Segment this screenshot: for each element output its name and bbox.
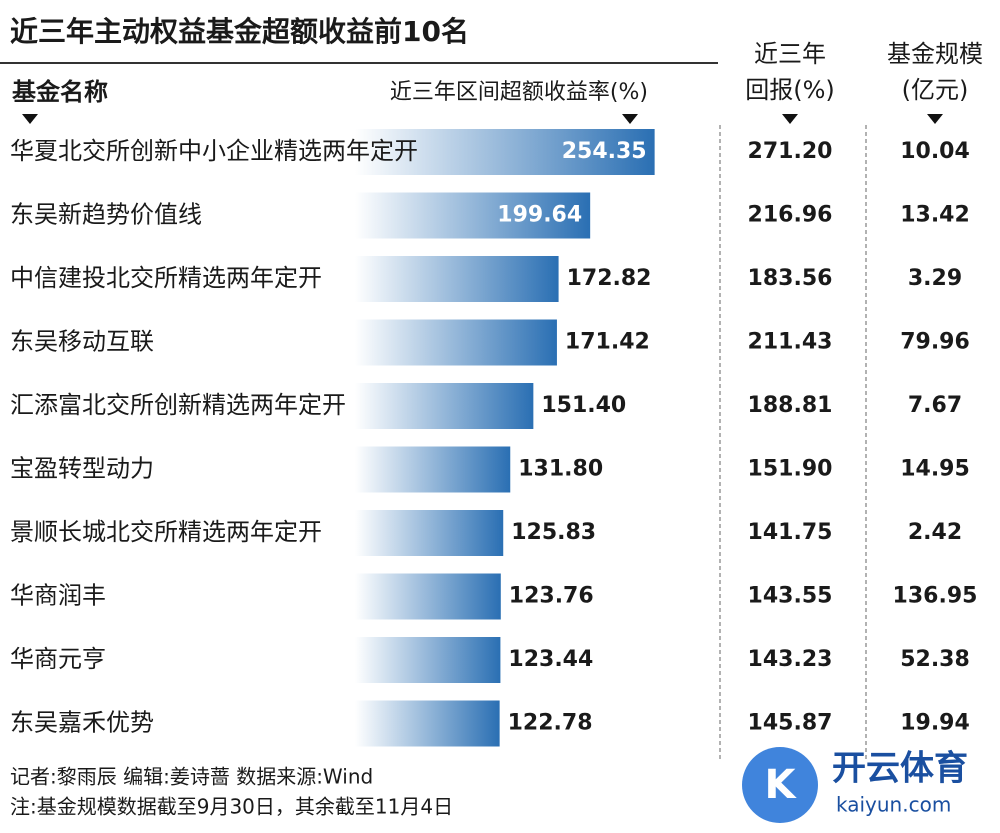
value-label: 131.80 bbox=[518, 457, 603, 482]
category-label: 东吴新趋势价值线 bbox=[10, 201, 202, 229]
logo bbox=[742, 747, 818, 823]
header-arrow bbox=[22, 114, 38, 124]
bar bbox=[355, 573, 501, 620]
cell-value: 7.67 bbox=[908, 393, 962, 418]
column-header: (亿元) bbox=[902, 76, 969, 104]
bar bbox=[355, 700, 500, 747]
cell-value: 211.43 bbox=[748, 330, 833, 355]
cell-value: 52.38 bbox=[900, 647, 970, 672]
bar bbox=[355, 383, 534, 429]
watermark-site: kaiyun.com bbox=[836, 793, 951, 817]
cell-value: 216.96 bbox=[748, 203, 833, 228]
column-header: 基金规模 bbox=[887, 40, 983, 68]
header-arrow bbox=[622, 114, 638, 124]
note: 注:基金规模数据截至9月30日，其余截至11月4日 bbox=[10, 795, 453, 819]
category-label: 景顺长城北交所精选两年定开 bbox=[10, 518, 322, 546]
bar bbox=[355, 510, 504, 556]
value-label: 172.82 bbox=[567, 266, 652, 291]
header-arrow bbox=[782, 114, 798, 124]
value-label: 122.78 bbox=[508, 711, 593, 736]
cell-value: 10.04 bbox=[900, 139, 970, 164]
category-label: 汇添富北交所创新精选两年定开 bbox=[10, 391, 346, 419]
value-label: 171.42 bbox=[565, 330, 650, 355]
watermark-name: 开云体育 bbox=[832, 749, 968, 789]
bar bbox=[355, 129, 655, 175]
bar bbox=[355, 446, 511, 493]
bar bbox=[355, 319, 557, 366]
column-header: 回报(%) bbox=[745, 76, 835, 104]
cell-value: 145.87 bbox=[748, 711, 833, 736]
bar bbox=[355, 256, 559, 302]
category-label: 华商润丰 bbox=[10, 582, 106, 610]
value-label: 199.64 bbox=[497, 203, 582, 228]
cell-value: 19.94 bbox=[900, 711, 970, 736]
value-label: 123.44 bbox=[508, 647, 593, 672]
value-label: 125.83 bbox=[511, 520, 596, 545]
value-label: 151.40 bbox=[541, 393, 626, 418]
logo-letter: K bbox=[765, 762, 798, 808]
value-label: 123.76 bbox=[509, 584, 594, 609]
cell-value: 13.42 bbox=[900, 203, 970, 228]
category-label: 华夏北交所创新中小企业精选两年定开 bbox=[10, 137, 418, 165]
cell-value: 271.20 bbox=[748, 139, 833, 164]
category-label: 东吴移动互联 bbox=[10, 328, 154, 356]
category-label: 宝盈转型动力 bbox=[10, 455, 154, 483]
cell-value: 188.81 bbox=[748, 393, 833, 418]
bar bbox=[355, 637, 501, 683]
header-arrow bbox=[927, 114, 943, 124]
category-label: 华商元亨 bbox=[10, 645, 106, 673]
column-header: 近三年 bbox=[754, 40, 826, 68]
cell-value: 2.42 bbox=[908, 520, 962, 545]
value-label: 254.35 bbox=[562, 139, 647, 164]
cell-value: 3.29 bbox=[908, 266, 962, 291]
category-header: 基金名称 bbox=[12, 78, 108, 106]
category-label: 中信建投北交所精选两年定开 bbox=[10, 264, 322, 292]
cell-value: 151.90 bbox=[748, 457, 833, 482]
chart-title: 近三年主动权益基金超额收益前10名 bbox=[10, 15, 469, 48]
bar bbox=[355, 192, 591, 239]
value-header: 近三年区间超额收益率(%) bbox=[390, 80, 648, 105]
cell-value: 136.95 bbox=[893, 584, 978, 609]
cell-value: 141.75 bbox=[748, 520, 833, 545]
cell-value: 79.96 bbox=[900, 330, 970, 355]
cell-value: 14.95 bbox=[900, 457, 970, 482]
credits: 记者:黎雨辰 编辑:姜诗蔷 数据来源:Wind bbox=[10, 765, 373, 789]
cell-value: 143.55 bbox=[748, 584, 833, 609]
cell-value: 183.56 bbox=[748, 266, 833, 291]
category-label: 东吴嘉禾优势 bbox=[10, 709, 154, 737]
cell-value: 143.23 bbox=[748, 647, 833, 672]
